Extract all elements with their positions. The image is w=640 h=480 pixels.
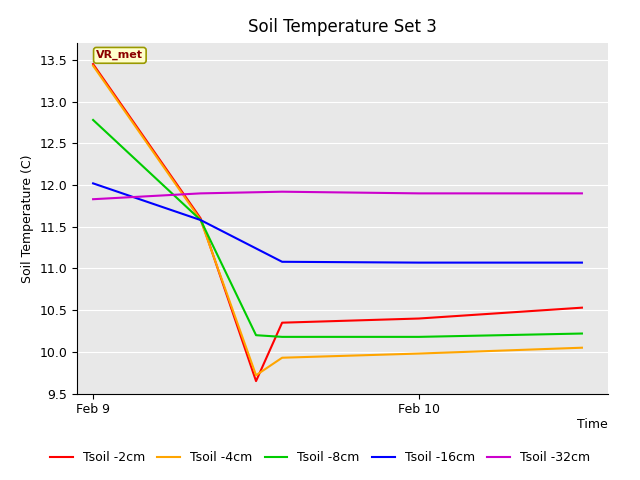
- Tsoil -2cm: [196, 216, 204, 221]
- Tsoil -4cm: [252, 372, 260, 378]
- Text: Time: Time: [577, 418, 608, 431]
- Legend: Tsoil -2cm, Tsoil -4cm, Tsoil -8cm, Tsoil -16cm, Tsoil -32cm: Tsoil -2cm, Tsoil -4cm, Tsoil -8cm, Tsoi…: [45, 446, 595, 469]
- Line: Tsoil -8cm: Tsoil -8cm: [93, 120, 582, 337]
- Line: Tsoil -2cm: Tsoil -2cm: [93, 64, 582, 381]
- Tsoil -4cm: [278, 355, 286, 360]
- Tsoil -32cm: [196, 191, 204, 196]
- Tsoil -8cm: [196, 217, 204, 223]
- Tsoil -4cm: [415, 351, 423, 357]
- Tsoil -16cm: [578, 260, 586, 265]
- Tsoil -2cm: [252, 378, 260, 384]
- Title: Soil Temperature Set 3: Soil Temperature Set 3: [248, 18, 437, 36]
- Tsoil -8cm: [252, 332, 260, 338]
- Line: Tsoil -4cm: Tsoil -4cm: [93, 66, 582, 375]
- Tsoil -32cm: [415, 191, 423, 196]
- Tsoil -2cm: [278, 320, 286, 325]
- Tsoil -32cm: [278, 189, 286, 194]
- Tsoil -2cm: [578, 305, 586, 311]
- Tsoil -4cm: [196, 217, 204, 223]
- Tsoil -2cm: [415, 316, 423, 322]
- Tsoil -16cm: [89, 180, 97, 186]
- Y-axis label: Soil Temperature (C): Soil Temperature (C): [20, 154, 34, 283]
- Text: VR_met: VR_met: [97, 50, 143, 60]
- Line: Tsoil -32cm: Tsoil -32cm: [93, 192, 582, 199]
- Tsoil -8cm: [578, 331, 586, 336]
- Tsoil -2cm: [89, 61, 97, 67]
- Tsoil -16cm: [196, 217, 204, 223]
- Line: Tsoil -16cm: Tsoil -16cm: [93, 183, 582, 263]
- Tsoil -32cm: [89, 196, 97, 202]
- Tsoil -4cm: [89, 63, 97, 69]
- Tsoil -8cm: [415, 334, 423, 340]
- Tsoil -16cm: [415, 260, 423, 265]
- Tsoil -8cm: [278, 334, 286, 340]
- Tsoil -8cm: [89, 117, 97, 123]
- Tsoil -16cm: [278, 259, 286, 264]
- Tsoil -4cm: [578, 345, 586, 350]
- Tsoil -32cm: [578, 191, 586, 196]
